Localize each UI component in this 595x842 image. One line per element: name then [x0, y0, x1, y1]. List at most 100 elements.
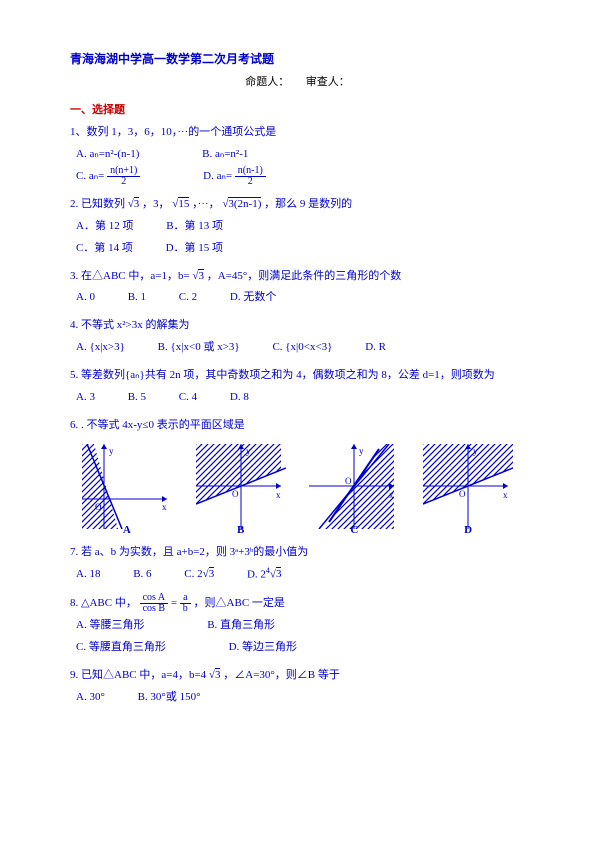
q8-stem: 8. △ABC 中， cos A cos B = a b ，则△ABC 一定是 — [70, 593, 525, 614]
q2-stem: 2. 已知数列 √3 ，3， √15 ，···， √3(2n-1) ，那么 9 … — [70, 195, 525, 215]
q9-optA: A. 30° — [76, 686, 105, 708]
q2-sq3: 3(2n-1) — [228, 197, 261, 210]
q4-optA: A. {x|x>3} — [76, 336, 125, 358]
q2-sq1: 3 — [134, 197, 140, 210]
q9-stem: 9. 已知△ABC 中，a=4，b=4 √3 ，∠A=30°，则∠B 等于 — [70, 666, 525, 686]
graph-C: y x O C — [309, 444, 399, 529]
q1-optD-pre: D. aₙ= — [203, 170, 235, 182]
q9-optB: B. 30°或 150° — [138, 686, 201, 708]
q8-stem-pre: 8. △ABC 中， — [70, 597, 137, 609]
q3-optA: A. 0 — [76, 286, 95, 308]
q1-optC: C. aₙ= n(n+1) 2 — [76, 165, 140, 187]
q2-mid1: ，3， — [142, 198, 170, 210]
question-1: 1、数列 1，3，6，10，···的一个通项公式是 A. aₙ=n²-(n-1)… — [70, 123, 525, 187]
q3-stem-pre: 3. 在△ABC 中，a=1，b= — [70, 270, 190, 282]
q2-stem-post: ，那么 9 是数列的 — [264, 198, 352, 210]
svg-text:O: O — [232, 489, 239, 499]
q3-sq: 3 — [198, 269, 204, 282]
section-header: 一、选择题 — [70, 101, 525, 117]
q7-stem: 7. 若 a、b 为实数，且 a+b=2，则 3ᵃ+3ᵇ的最小值为 — [70, 543, 525, 563]
q8-stem-post: ，则△ABC 一定是 — [194, 597, 285, 609]
question-6: 6. . 不等式 4x-y≤0 表示的平面区域是 y x O A — [70, 416, 525, 529]
q4-optD: D. R — [365, 336, 386, 358]
graph-B: y x O B — [196, 444, 286, 529]
svg-text:O: O — [95, 502, 102, 512]
svg-text:y: y — [109, 446, 114, 456]
svg-text:O: O — [459, 489, 466, 499]
svg-text:y: y — [473, 446, 478, 456]
q1-optD: D. aₙ= n(n-1) 2 — [203, 165, 266, 187]
q5-optC: C. 4 — [179, 386, 197, 408]
q2-optC: C．第 14 项 — [76, 237, 133, 259]
q9-stem-post: ，∠A=30°，则∠B 等于 — [223, 669, 340, 681]
graph-C-label: C — [350, 521, 358, 541]
q4-optC: C. {x|0<x<3} — [272, 336, 332, 358]
exam-title: 青海海湖中学高一数学第二次月考试题 — [70, 50, 525, 67]
q3-stem: 3. 在△ABC 中，a=1，b= √3 ，A=45°，则满足此条件的三角形的个… — [70, 267, 525, 287]
q1-optB: B. aₙ=n²-1 — [202, 143, 248, 165]
q7-optC-pre: C. 2 — [184, 568, 202, 580]
q7-optD-sq: 3 — [276, 567, 282, 580]
q2-optA: A．第 12 项 — [76, 215, 133, 237]
q8-optD: D. 等边三角形 — [229, 636, 297, 658]
q1-optC-pre: C. aₙ= — [76, 170, 107, 182]
q8-eq: = — [171, 597, 180, 609]
q7-optC-sq: 3 — [209, 567, 215, 580]
q7-optA: A. 18 — [76, 563, 100, 585]
q8-den2: b — [180, 604, 191, 614]
graph-A-label: A — [123, 521, 131, 541]
q7-optD-root: 4 — [266, 566, 270, 575]
exam-subtitle: 命题人： 审查人： — [70, 73, 525, 89]
q9-stem-pre: 9. 已知△ABC 中，a=4，b=4 — [70, 669, 206, 681]
q2-optB: B．第 13 项 — [166, 215, 223, 237]
question-9: 9. 已知△ABC 中，a=4，b=4 √3 ，∠A=30°，则∠B 等于 A.… — [70, 666, 525, 708]
q7-optD: D. 24√3 — [247, 563, 282, 586]
svg-text:y: y — [246, 446, 251, 456]
svg-text:y: y — [359, 446, 364, 456]
q7-optC: C. 2√3 — [184, 563, 214, 585]
graph-D-label: D — [464, 521, 472, 541]
q2-optD: D．第 15 项 — [166, 237, 223, 259]
q1-optC-den: 2 — [107, 177, 140, 187]
q3-stem-post: ，A=45°，则满足此条件的三角形的个数 — [207, 270, 402, 282]
graph-B-label: B — [237, 521, 244, 541]
q7-optB: B. 6 — [133, 563, 151, 585]
question-7: 7. 若 a、b 为实数，且 a+b=2，则 3ᵃ+3ᵇ的最小值为 A. 18 … — [70, 543, 525, 585]
svg-text:x: x — [162, 502, 167, 512]
q2-sq2: 15 — [178, 197, 189, 210]
question-8: 8. △ABC 中， cos A cos B = a b ，则△ABC 一定是 … — [70, 593, 525, 658]
q1-optA: A. aₙ=n²-(n-1) — [76, 143, 139, 165]
question-4: 4. 不等式 x²>3x 的解集为 A. {x|x>3} B. {x|x<0 或… — [70, 316, 525, 358]
q3-optC: C. 2 — [179, 286, 197, 308]
q8-optA: A. 等腰三角形 — [76, 614, 144, 636]
graph-D: y x O D — [423, 444, 513, 529]
q4-stem: 4. 不等式 x²>3x 的解集为 — [70, 316, 525, 336]
svg-text:x: x — [389, 490, 394, 500]
q8-optC: C. 等腰直角三角形 — [76, 636, 166, 658]
q7-optD-pre: D. 2 — [247, 568, 266, 580]
q6-stem: 6. . 不等式 4x-y≤0 表示的平面区域是 — [70, 416, 525, 436]
svg-text:x: x — [276, 490, 281, 500]
q8-den1: cos B — [140, 604, 169, 614]
question-3: 3. 在△ABC 中，a=1，b= √3 ，A=45°，则满足此条件的三角形的个… — [70, 267, 525, 309]
graph-A: y x O A — [82, 444, 172, 529]
reviewer-label: 审查人： — [306, 76, 350, 88]
q5-optA: A. 3 — [76, 386, 95, 408]
q3-optD: D. 无数个 — [230, 286, 276, 308]
q8-optB: B. 直角三角形 — [207, 614, 275, 636]
q9-sq: 3 — [215, 668, 221, 681]
question-5: 5. 等差数列{aₙ}共有 2n 项，其中奇数项之和为 4，偶数项之和为 8，公… — [70, 366, 525, 408]
q1-stem: 1、数列 1，3，6，10，···的一个通项公式是 — [70, 123, 525, 143]
svg-text:O: O — [345, 476, 352, 486]
q5-stem: 5. 等差数列{aₙ}共有 2n 项，其中奇数项之和为 4，偶数项之和为 8，公… — [70, 366, 525, 386]
q2-mid2: ，···， — [192, 198, 220, 210]
question-2: 2. 已知数列 √3 ，3， √15 ，···， √3(2n-1) ，那么 9 … — [70, 195, 525, 259]
svg-text:x: x — [503, 490, 508, 500]
q1-optD-den: 2 — [235, 177, 266, 187]
q4-optB: B. {x|x<0 或 x>3} — [158, 336, 240, 358]
examiner-label: 命题人： — [245, 76, 289, 88]
q5-optB: B. 5 — [128, 386, 146, 408]
q5-optD: D. 8 — [230, 386, 249, 408]
q2-stem-pre: 2. 已知数列 — [70, 198, 125, 210]
q3-optB: B. 1 — [128, 286, 146, 308]
